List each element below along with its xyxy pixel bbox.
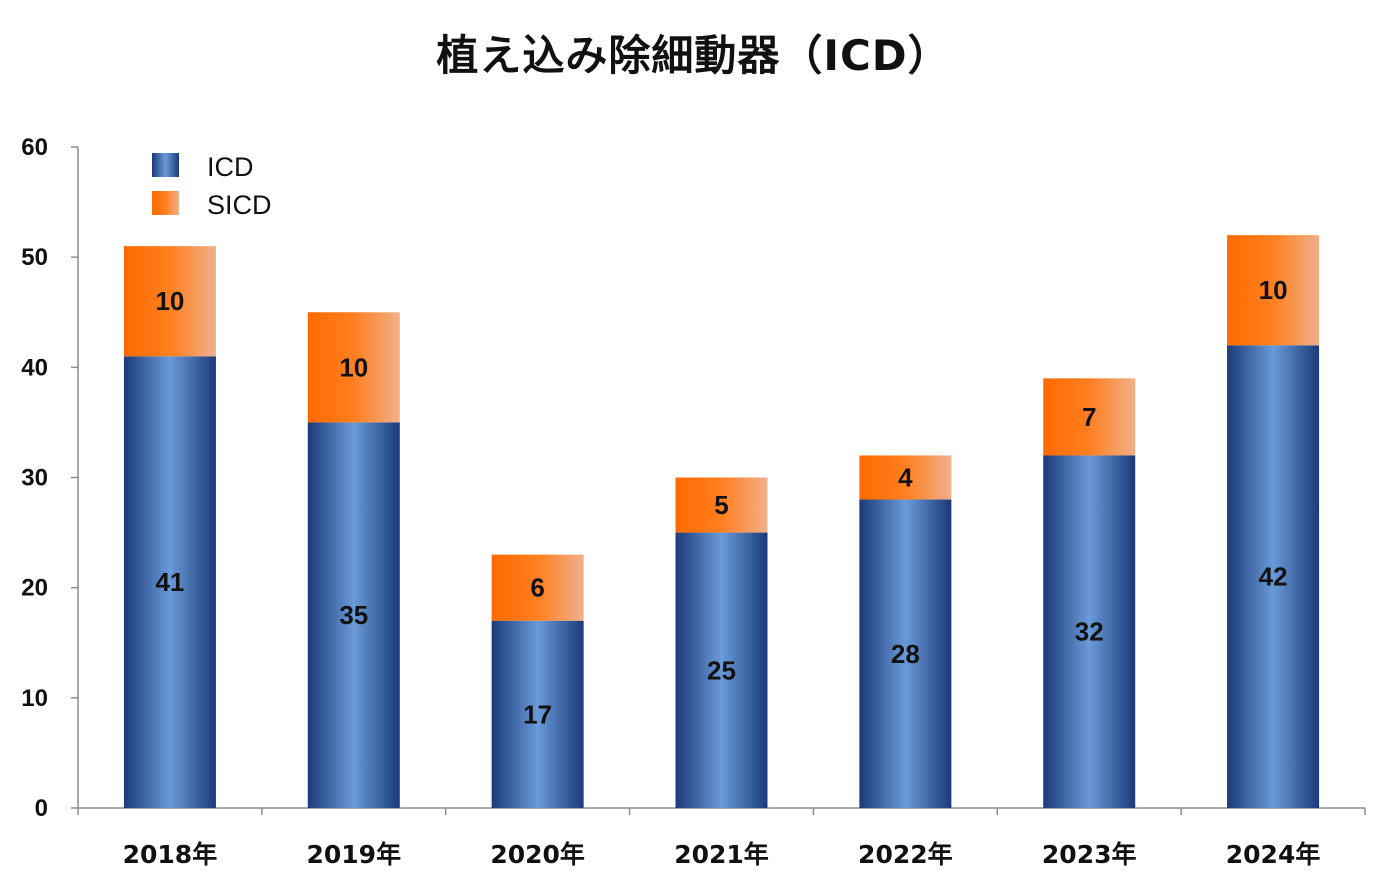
bar-icd — [859, 499, 952, 808]
bar-sicd — [491, 554, 584, 621]
data-label: 28 — [891, 639, 920, 669]
y-tick-label: 10 — [21, 685, 48, 712]
y-tick-label: 0 — [35, 795, 48, 822]
x-tick-label: 2022年 — [858, 840, 953, 869]
data-label: 4 — [898, 463, 913, 493]
data-label: 10 — [339, 352, 368, 382]
x-tick-label: 2020年 — [490, 840, 585, 869]
y-tick-label: 30 — [21, 465, 48, 492]
x-tick-label: 2021年 — [674, 840, 769, 869]
bar-icd — [123, 356, 216, 808]
bars — [123, 235, 1320, 808]
data-label: 10 — [1259, 275, 1288, 305]
bar-sicd — [1043, 378, 1136, 456]
legend-swatch-sicd — [152, 191, 179, 215]
bar-icd — [1227, 345, 1320, 808]
y-tick-label: 40 — [21, 354, 48, 381]
bar-icd — [491, 620, 584, 808]
bar-sicd — [307, 312, 400, 423]
data-labels: 41 10 35 10 17 6 25 5 28 4 32 7 42 10 — [155, 275, 1287, 729]
bar-sicd — [675, 477, 768, 533]
x-tick-label: 2019年 — [306, 840, 401, 869]
data-label: 6 — [530, 573, 544, 603]
data-label: 35 — [339, 600, 368, 630]
bar-icd — [307, 422, 400, 808]
y-tick-label: 20 — [21, 575, 48, 602]
data-label: 10 — [155, 286, 184, 316]
data-label: 25 — [707, 655, 736, 685]
bar-sicd — [859, 455, 952, 500]
bar-sicd — [1227, 235, 1320, 346]
bar-icd — [1043, 455, 1136, 808]
legend-label: ICD — [207, 152, 254, 182]
x-tick-label: 2018年 — [123, 840, 218, 869]
data-label: 41 — [155, 567, 184, 597]
x-tick-label: 2024年 — [1226, 840, 1321, 869]
data-label: 32 — [1075, 617, 1104, 647]
legend-label: SICD — [207, 190, 272, 220]
bar-sicd — [123, 246, 216, 357]
y-tick-label: 50 — [21, 244, 48, 271]
y-tick-label: 60 — [21, 134, 48, 161]
data-label: 5 — [714, 490, 728, 520]
chart-title: 植え込み除細動器（ICD） — [436, 31, 951, 80]
legend-swatch-icd — [152, 153, 179, 177]
data-label: 17 — [523, 699, 552, 729]
x-tick-label: 2023年 — [1042, 840, 1137, 869]
data-label: 7 — [1082, 402, 1096, 432]
data-label: 42 — [1259, 562, 1288, 592]
bar-icd — [675, 532, 768, 808]
legend: ICD SICD — [152, 152, 272, 220]
